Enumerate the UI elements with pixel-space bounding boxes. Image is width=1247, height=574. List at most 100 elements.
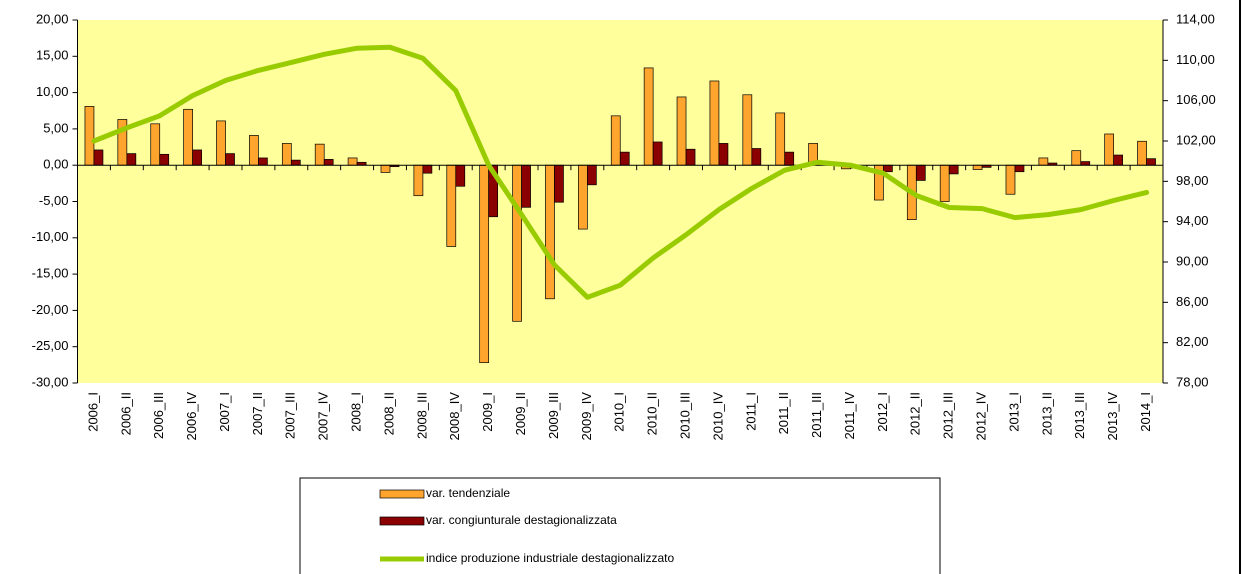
x-tick-label: 2011_II <box>776 392 791 434</box>
bar <box>939 164 950 202</box>
x-tick-label: 2012_IV <box>974 392 989 441</box>
y2-tick-label: 94,00 <box>1176 213 1209 228</box>
bar <box>126 153 137 166</box>
bar <box>1014 164 1025 173</box>
y-tick-label: -5,00 <box>39 193 69 208</box>
x-tick-label: 2009_III <box>546 392 561 439</box>
x-tick-label: 2012_III <box>941 392 956 439</box>
x-tick-label: 2006_III <box>151 392 166 439</box>
bar <box>1071 150 1082 166</box>
bar <box>159 153 170 166</box>
bar <box>1137 140 1147 166</box>
bar <box>422 164 433 174</box>
bar <box>93 149 104 166</box>
y2-tick-label: 82,00 <box>1176 334 1209 349</box>
x-tick-label: 2007_III <box>283 392 298 439</box>
bar <box>883 164 893 173</box>
bar <box>314 143 325 166</box>
bar <box>183 108 193 166</box>
x-tick-label: 2011_I <box>743 392 758 431</box>
bar <box>347 157 358 166</box>
bar <box>380 164 391 173</box>
x-tick-label: 2013_IV <box>1105 392 1120 441</box>
y-tick-label: -30,00 <box>32 374 69 389</box>
bar <box>446 164 457 247</box>
bar <box>216 120 226 166</box>
bar <box>1146 158 1156 166</box>
x-tick-label: 2010_I <box>612 392 627 432</box>
x-tick-label: 2011_IV <box>842 392 857 440</box>
bar <box>545 164 555 300</box>
y-tick-label: 20,00 <box>36 11 69 26</box>
y-tick-label: -15,00 <box>32 266 69 281</box>
bar <box>249 135 259 166</box>
legend-label: indice produzione industriale destagiona… <box>426 551 674 565</box>
bar <box>948 164 959 175</box>
bar <box>554 164 564 203</box>
x-tick-label: 2007_I <box>217 392 232 432</box>
bar <box>192 149 202 166</box>
x-tick-label: 2013_III <box>1072 392 1087 439</box>
bar <box>709 80 720 166</box>
x-tick-label: 2012_II <box>908 392 923 435</box>
legend-swatch <box>379 516 425 526</box>
bar <box>1005 164 1016 195</box>
x-tick-label: 2007_II <box>250 392 265 435</box>
plot-area <box>77 20 1163 383</box>
bar <box>676 96 687 166</box>
legend-swatch <box>379 489 425 499</box>
x-tick-label: 2011_III <box>809 392 824 438</box>
y2-tick-label: 90,00 <box>1176 253 1209 268</box>
x-tick-label: 2008_II <box>381 392 396 435</box>
x-tick-label: 2010_II <box>645 392 660 435</box>
x-tick-label: 2008_III <box>414 392 429 439</box>
bar <box>84 106 95 166</box>
bar <box>619 151 630 166</box>
bar <box>643 67 654 166</box>
y2-tick-label: 102,00 <box>1176 132 1216 147</box>
y2-tick-label: 86,00 <box>1176 294 1209 309</box>
bar <box>685 148 696 166</box>
x-tick-label: 2010_IV <box>710 392 725 441</box>
y2-tick-label: 110,00 <box>1176 52 1215 67</box>
bar <box>742 94 753 166</box>
legend: var. tendenziale var. congiunturale desta… <box>299 477 941 574</box>
bar <box>915 164 926 181</box>
bar <box>225 153 235 166</box>
bar <box>521 164 531 208</box>
x-tick-label: 2006_IV <box>184 392 199 441</box>
bar <box>1104 133 1115 166</box>
legend-label: var. tendenziale <box>426 486 510 500</box>
y2-tick-label: 98,00 <box>1176 173 1209 188</box>
x-tick-label: 2012_I <box>875 392 890 432</box>
x-tick-label: 2014_I <box>1138 392 1153 432</box>
y-tick-label: 10,00 <box>36 84 69 99</box>
x-tick-label: 2008_I <box>349 392 364 432</box>
bar <box>1038 157 1049 166</box>
y-tick-label: 5,00 <box>43 120 68 135</box>
x-tick-label: 2009_I <box>480 392 495 432</box>
x-tick-label: 2009_II <box>513 392 528 435</box>
line-series <box>91 44 1150 300</box>
y2-tick-label: 114,00 <box>1176 11 1215 26</box>
x-tick-label: 2006_II <box>118 392 133 435</box>
bar <box>258 157 268 166</box>
y-tick-label: -25,00 <box>32 338 69 353</box>
bar <box>578 164 588 230</box>
bar <box>479 164 490 364</box>
bar <box>775 112 786 166</box>
bar <box>587 164 597 186</box>
bar <box>784 151 795 166</box>
bar <box>610 115 621 166</box>
y2-tick-label: 78,00 <box>1176 374 1209 389</box>
x-tick-label: 2007_IV <box>316 392 331 441</box>
bar <box>718 143 729 166</box>
bar <box>413 164 424 197</box>
bar <box>290 159 301 166</box>
x-tick-label: 2009_IV <box>579 392 594 441</box>
bar <box>1080 161 1091 166</box>
y2-tick-label: 106,00 <box>1176 92 1216 107</box>
bar <box>1113 154 1124 166</box>
